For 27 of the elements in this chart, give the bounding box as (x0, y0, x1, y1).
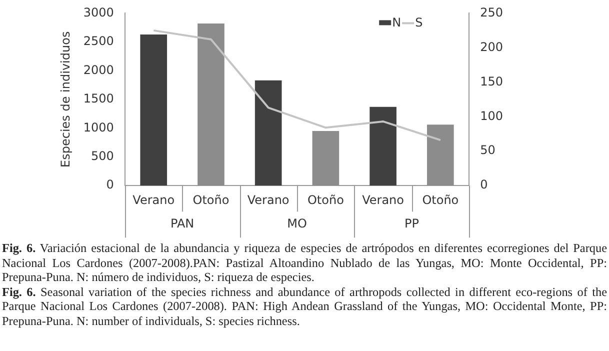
x-tick-label: Verano (132, 192, 175, 207)
y2-tick-label: 200 (480, 40, 503, 54)
y-axis-title: Especies de individuos (58, 31, 72, 168)
caption: Fig. 6. Seasonal variation of the species richness and abundance of arthropods collected in different eco-regions of the Parque Nacional Los Cardones (2007-2008). PAN: High Andean Grassland of the Yungas, MO: Occidental Monte, PP: Prepuna-Puna. N: number of individuals, S: species richness. (2, 284, 607, 329)
x-tick-label: Verano (362, 192, 404, 207)
text: PAN (170, 216, 194, 231)
y-tick-label: 0 (106, 178, 114, 192)
legend-label: N (392, 15, 402, 30)
y-tick-label: 500 (91, 148, 114, 163)
caption: Fig. 6. Variación estacional de la abundancia y riqueza de especies de artrópodos en diferentes ecorregiones del Parque Nacional Los Cardones (2007-2008).PAN: Pastizal Altoandino Nublado de las Yungas, MO: Monte Occidental, PP: Prepuna-Puna. N: número de individuos, S: riqueza de especies. (2, 241, 607, 285)
y2-tick-label: 100 (480, 108, 503, 123)
y-tick-label: 2500 (83, 34, 114, 48)
legend-label: S (415, 15, 423, 30)
y-tick-label: 2000 (83, 62, 114, 77)
x-tick-label: Otoño (307, 192, 344, 207)
y-tick-label: 1500 (83, 92, 114, 106)
y-tick-label: 3000 (83, 5, 114, 20)
y2-tick-label: 50 (480, 143, 496, 158)
text: MO (287, 216, 307, 231)
x-tick-label: Verano (247, 192, 290, 207)
x-tick-label: Otoño (192, 192, 230, 207)
y2-tick-label: 250 (480, 5, 503, 20)
x-tick-label: Otoño (422, 192, 459, 207)
text: PP (404, 216, 419, 231)
y2-tick-label: 150 (480, 74, 503, 88)
y2-tick-label: 0 (480, 178, 488, 192)
y-tick-label: 1000 (83, 120, 114, 134)
